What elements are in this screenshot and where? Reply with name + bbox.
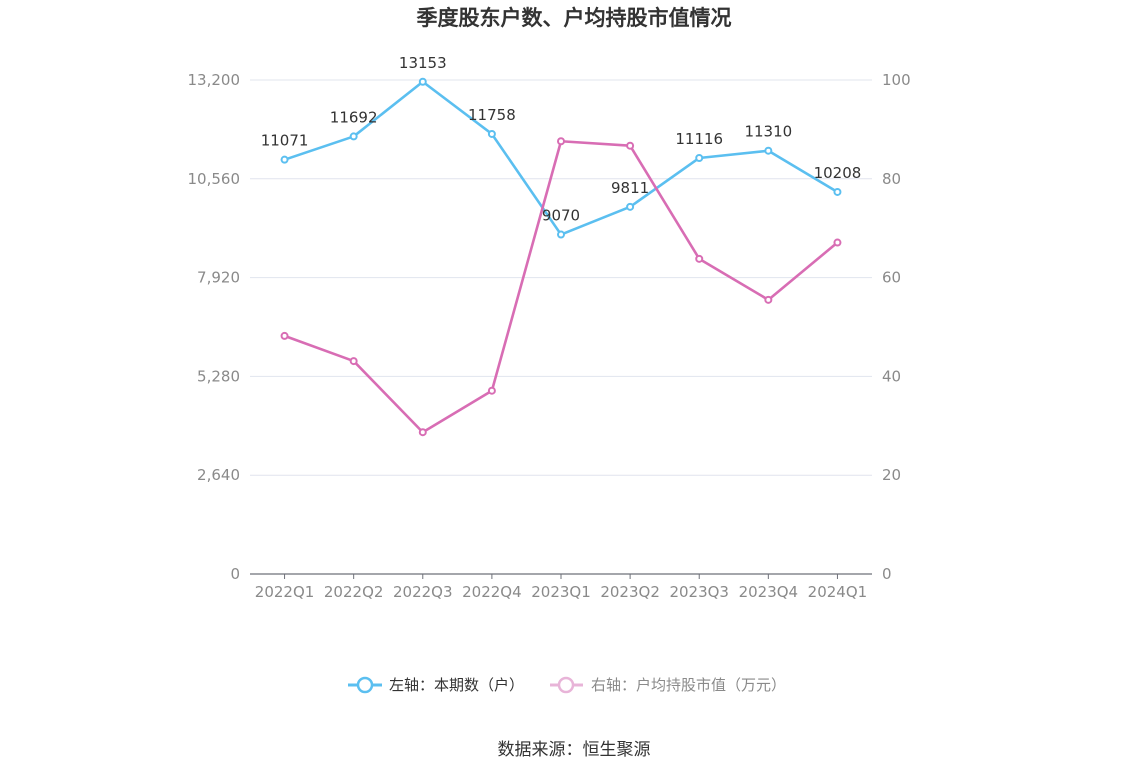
data-label: 11116 (675, 130, 723, 148)
right-tick-label: 40 (882, 367, 901, 385)
data-label: 11071 (261, 132, 309, 150)
series-point[interactable] (695, 153, 704, 162)
x-tick-label: 2022Q2 (324, 583, 384, 601)
series-point[interactable] (487, 386, 496, 395)
legend-item-right-series[interactable]: 右轴：户均持股市值（万元） (550, 676, 786, 694)
left-tick-label: 5,280 (197, 367, 240, 385)
series-point[interactable] (626, 141, 635, 150)
x-tick-label: 2022Q3 (393, 583, 453, 601)
data-label: 11310 (744, 123, 792, 141)
data-label: 11758 (468, 106, 516, 124)
left-axis: 0 2,640 5,280 7,920 10,560 13,200 (188, 71, 241, 583)
series-point[interactable] (418, 77, 427, 86)
legend-label-left-series: 左轴：本期数（户） (389, 676, 524, 694)
x-tick-label: 2023Q2 (600, 583, 660, 601)
legend-item-left-series[interactable]: 左轴：本期数（户） (348, 676, 524, 694)
series-point[interactable] (487, 129, 496, 138)
chart-title: 季度股东户数、户均持股市值情况 (417, 6, 732, 30)
series-point[interactable] (695, 254, 704, 263)
grid-lines (250, 79, 872, 476)
series-group (280, 77, 842, 437)
series-point[interactable] (764, 146, 773, 155)
series-line-avg-holding-value (284, 139, 839, 434)
right-tick-label: 60 (882, 269, 901, 287)
left-tick-label: 7,920 (197, 269, 240, 287)
right-tick-label: 80 (882, 170, 901, 188)
data-label: 10208 (814, 164, 862, 182)
x-tick-label: 2024Q1 (808, 583, 868, 601)
right-axis: 0 20 40 60 80 100 (882, 71, 911, 583)
data-labels: 11071 11692 13153 11758 9070 9811 11116 11310 10… (261, 54, 862, 225)
x-tick-label: 2023Q3 (669, 583, 729, 601)
series-point[interactable] (833, 187, 842, 196)
left-tick-label: 2,640 (197, 466, 240, 484)
data-source: 数据来源：恒生聚源 (498, 740, 651, 760)
legend-circle-icon (356, 676, 374, 694)
right-tick-label: 20 (882, 466, 901, 484)
data-label: 9070 (542, 207, 580, 225)
left-tick-label: 10,560 (188, 170, 241, 188)
series-point[interactable] (833, 238, 842, 247)
x-tick-label: 2022Q1 (255, 583, 315, 601)
x-axis: 2022Q1 2022Q2 2022Q3 2022Q4 2023Q1 2023Q2 2023… (250, 573, 872, 601)
data-label: 13153 (399, 54, 447, 72)
series-point[interactable] (280, 331, 289, 340)
series-point[interactable] (557, 230, 565, 239)
data-label: 9811 (611, 179, 649, 197)
legend[interactable]: 左轴：本期数（户） 右轴：户均持股市值（万元） (348, 676, 786, 694)
series-point[interactable] (349, 132, 358, 141)
data-label: 11692 (330, 108, 378, 126)
left-tick-label: 13,200 (188, 71, 241, 89)
legend-circle-icon (557, 676, 575, 694)
series-point[interactable] (764, 295, 773, 304)
right-tick-label: 100 (882, 71, 911, 89)
series-point[interactable] (280, 155, 289, 164)
series-point[interactable] (349, 357, 358, 366)
series-point[interactable] (418, 428, 427, 437)
x-tick-label: 2023Q4 (739, 583, 799, 601)
x-tick-label: 2022Q4 (462, 583, 522, 601)
legend-label-right-series: 右轴：户均持股市值（万元） (591, 676, 786, 694)
right-tick-label: 0 (882, 565, 892, 583)
left-tick-label: 0 (230, 565, 240, 583)
x-tick-label: 2023Q1 (531, 583, 591, 601)
series-point[interactable] (626, 202, 635, 211)
series-point[interactable] (557, 137, 565, 146)
